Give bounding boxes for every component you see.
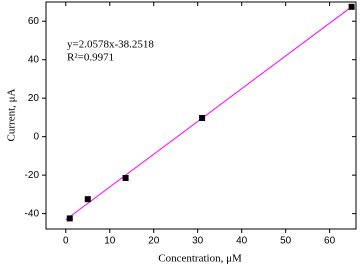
data-point <box>199 115 206 122</box>
x-tick-label: 0 <box>63 236 69 247</box>
data-point <box>122 175 129 182</box>
fit-line <box>65 6 352 221</box>
plot-frame <box>45 1 357 230</box>
y-tick-label: 20 <box>28 93 40 104</box>
y-tick-label: 40 <box>28 54 40 65</box>
y-tick-label: -20 <box>25 170 40 181</box>
data-point <box>66 215 73 222</box>
y-tick-label: 0 <box>33 131 39 142</box>
y-tick-label: 60 <box>28 16 40 27</box>
annotation: y=2.0578x-38.2518 <box>67 39 154 51</box>
data-point <box>84 196 91 203</box>
y-axis-label: Current, μA <box>6 88 18 141</box>
x-tick-label: 10 <box>104 236 116 247</box>
x-axis-label: Concentration, μM <box>158 253 242 265</box>
data-point <box>348 3 355 10</box>
x-tick-label: 40 <box>236 236 248 247</box>
x-tick-label: 60 <box>324 236 336 247</box>
y-tick-label: -40 <box>25 208 40 219</box>
annotation: R²=0.9971 <box>67 52 114 64</box>
x-tick-label: 20 <box>148 236 160 247</box>
x-tick-label: 30 <box>192 236 204 247</box>
x-tick-label: 50 <box>280 236 292 247</box>
